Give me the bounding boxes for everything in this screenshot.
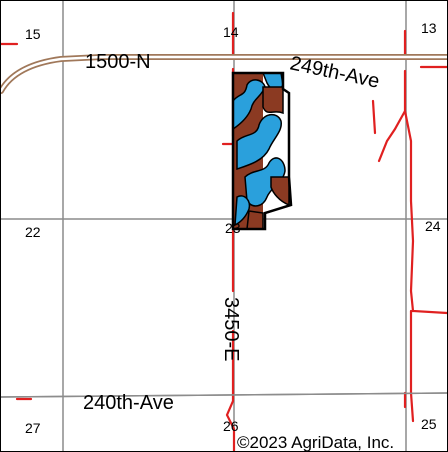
stream-center-south <box>225 229 236 451</box>
copyright-notice: ©2023 AgriData, Inc. <box>237 433 394 451</box>
soil-brown-zone-3 <box>246 210 264 230</box>
road-label-240th-ave: 240th-Ave <box>83 392 174 414</box>
soil-blue-zone-5 <box>234 195 251 227</box>
section-label-27: 27 <box>25 420 41 436</box>
soil-brown-zone-2 <box>270 176 290 207</box>
field-boundary <box>231 71 293 231</box>
road-south-line <box>1 392 447 398</box>
section-label-24: 24 <box>425 218 441 234</box>
section-label-26: 26 <box>223 418 239 434</box>
soil-blue-zone-4 <box>244 157 286 207</box>
section-label-15: 15 <box>25 26 41 42</box>
section-label-14: 14 <box>223 24 239 40</box>
section-labels: 15 14 13 22 23 24 27 26 25 <box>25 20 441 436</box>
roads <box>1 54 447 398</box>
soil-blue-zone-3 <box>236 113 282 171</box>
field-soil-map[interactable] <box>231 71 293 231</box>
road-label-3450-e: 3450-E <box>220 297 242 362</box>
soil-brown-zone-1 <box>262 86 284 115</box>
section-label-25: 25 <box>421 416 437 432</box>
road-label-1500-n: 1500-N <box>85 51 151 73</box>
road-north-core <box>1 55 447 93</box>
streams <box>1 11 447 451</box>
section-label-22: 22 <box>25 224 41 240</box>
section-label-23: 23 <box>225 220 241 236</box>
section-label-13: 13 <box>421 20 437 36</box>
